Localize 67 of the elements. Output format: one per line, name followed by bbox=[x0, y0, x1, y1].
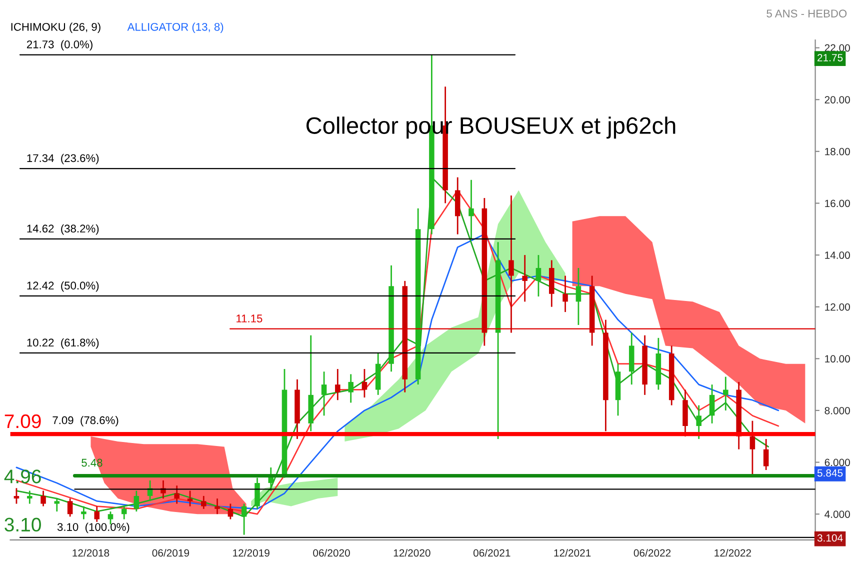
y-tick-label: 20.00 bbox=[824, 96, 850, 104]
candlestick bbox=[121, 506, 127, 520]
candlestick bbox=[723, 376, 728, 412]
candlestick bbox=[241, 503, 247, 536]
ref-line-label: 14.62 (38.2%) bbox=[27, 224, 99, 235]
chart-title: 5 ANS - HEBDO bbox=[766, 10, 847, 18]
ref-line-label: 3.10 (100.0%) bbox=[57, 522, 130, 534]
candlestick bbox=[709, 384, 715, 424]
ref-line-label: 21.73 (0.0%) bbox=[26, 40, 92, 51]
candlestick bbox=[763, 438, 769, 471]
x-tick-label: 06/2019 bbox=[152, 549, 190, 557]
candlestick bbox=[81, 506, 86, 520]
candlestick bbox=[522, 254, 528, 302]
ref-line-label: 10.22 (61.8%) bbox=[27, 338, 99, 349]
candlestick bbox=[468, 179, 474, 240]
candlestick bbox=[187, 490, 193, 507]
x-tick-label: 06/2020 bbox=[313, 549, 350, 557]
candlestick bbox=[14, 487, 20, 504]
y-tick-label: 8.000 bbox=[824, 406, 850, 414]
candlestick bbox=[508, 194, 514, 334]
x-tick-label: 12/2021 bbox=[554, 549, 591, 557]
y-tick-label: 18.00 bbox=[825, 148, 850, 156]
candlestick bbox=[214, 498, 220, 515]
annotation: 4.96 bbox=[4, 470, 41, 484]
ref-line-label: 17.34 (23.6%) bbox=[27, 154, 99, 164]
x-tick-label: 12/2022 bbox=[714, 549, 751, 557]
candlestick bbox=[134, 490, 140, 512]
candlestick bbox=[335, 368, 340, 401]
candlestick bbox=[228, 503, 234, 520]
text: 21.75 bbox=[818, 54, 843, 62]
candlestick bbox=[362, 368, 368, 398]
ref-line-label: 12.42 (50.0%) bbox=[27, 281, 99, 292]
candlestick bbox=[254, 477, 260, 510]
candlestick bbox=[576, 267, 582, 326]
y-tick-label: 16.00 bbox=[825, 200, 850, 208]
candlestick bbox=[40, 490, 46, 507]
candlestick bbox=[348, 373, 354, 404]
annotation: 3.10 bbox=[4, 518, 41, 532]
x-tick-label: 06/2022 bbox=[634, 549, 671, 557]
text: ICHIMOKU (26, 9) bbox=[11, 22, 100, 34]
ref-line-label: 7.09 (78.6%) bbox=[52, 416, 118, 426]
y-tick-label: 22.00 bbox=[824, 44, 850, 52]
x-tick-label: 06/2021 bbox=[473, 549, 510, 557]
text: 3.104 bbox=[817, 534, 843, 542]
text: ALLIGATOR (13, 8) bbox=[127, 22, 224, 34]
y-tick-label: 4.000 bbox=[824, 510, 850, 518]
annotation: 7.09 bbox=[4, 414, 41, 428]
y-tick-label: 14.00 bbox=[825, 252, 850, 259]
candlestick bbox=[750, 420, 756, 476]
text: 5.845 bbox=[817, 469, 843, 477]
y-tick-label: 12.00 bbox=[825, 303, 850, 311]
x-tick-label: 12/2018 bbox=[72, 549, 110, 557]
candlestick bbox=[562, 275, 568, 313]
candlestick bbox=[321, 370, 327, 416]
candlestick bbox=[27, 490, 32, 504]
x-tick-label: 12/2020 bbox=[394, 549, 430, 557]
candlestick bbox=[536, 254, 542, 298]
candlestick bbox=[67, 498, 73, 518]
candlestick bbox=[174, 484, 180, 504]
y-tick-label: 6.000 bbox=[824, 458, 850, 466]
candlestick bbox=[94, 506, 100, 523]
ref-line-label: 11.15 bbox=[236, 314, 262, 322]
candlestick bbox=[696, 404, 702, 440]
x-tick-label: 12/2019 bbox=[233, 549, 270, 557]
candlestick bbox=[54, 498, 60, 512]
candlestick bbox=[201, 495, 206, 510]
y-tick-label: 10.00 bbox=[825, 355, 850, 363]
